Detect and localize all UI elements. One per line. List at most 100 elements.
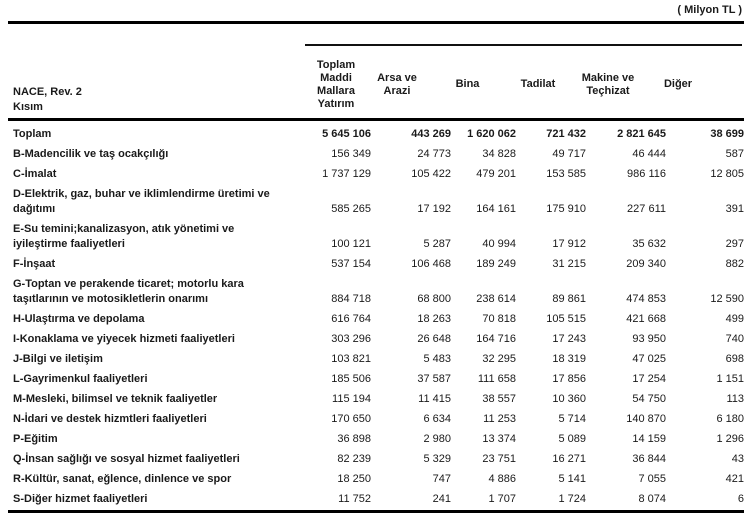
- cell-value: 111 658: [477, 372, 516, 385]
- cell-value: 32 295: [482, 352, 516, 365]
- cell-value: 49 717: [552, 147, 586, 160]
- table-row: P-Eğitim 36 898 2 980 13 374 5 089 14 15…: [8, 430, 744, 450]
- row-label: M-Mesleki, bilimsel ve teknik faaliyetle…: [13, 392, 218, 405]
- cell-value: 11 415: [418, 392, 451, 405]
- cell-value: 106 468: [411, 257, 451, 270]
- table-row: C-İmalat 1 737 129 105 422 479 201 153 5…: [8, 165, 744, 185]
- cell-value: 1 620 062: [467, 127, 516, 140]
- cell-value: 721 432: [546, 127, 586, 140]
- cell-value: 5 089: [558, 432, 586, 445]
- cell-value: 140 870: [626, 412, 666, 425]
- cell-value: 8 074: [638, 492, 666, 505]
- table-row: L-Gayrimenkul faaliyetleri 185 506 37 58…: [8, 370, 744, 390]
- table-row: G-Toptan ve perakende ticaret; motorlu k…: [8, 275, 744, 310]
- cell-value: 6: [737, 492, 744, 505]
- cell-value: 115 194: [332, 392, 371, 405]
- cell-value: 499: [725, 312, 744, 325]
- cell-value: 164 161: [476, 202, 516, 215]
- cell-value: 156 349: [331, 147, 371, 160]
- cell-value: 70 818: [482, 312, 516, 325]
- cell-value: 13 374: [482, 432, 516, 445]
- cell-value: 537 154: [331, 257, 371, 270]
- cell-value: 35 632: [632, 237, 666, 250]
- table-row: E-Su temini;kanalizasyon, atık yönetimi …: [8, 220, 744, 255]
- cell-value: 189 249: [476, 257, 516, 270]
- cell-value: 17 254: [632, 372, 666, 385]
- row-label: B-Madencilik ve taş ocakçılığı: [13, 147, 169, 160]
- column-header-arsa-ve-arazi: Arsa ve Arazi: [371, 22, 451, 121]
- cell-value: 46 444: [632, 147, 666, 160]
- cell-value: 587: [725, 147, 744, 160]
- cell-value: 164 716: [476, 332, 516, 345]
- cell-value: 2 980: [423, 432, 451, 445]
- row-label: Toplam: [13, 127, 52, 140]
- cell-value: 5 287: [423, 237, 451, 250]
- cell-value: 18 319: [552, 352, 586, 365]
- row-label: I-Konaklama ve yiyecek hizmeti faaliyetl…: [13, 332, 235, 345]
- cell-value: 4 886: [488, 472, 516, 485]
- row-label: D-Elektrik, gaz, buhar ve iklimlendirme …: [13, 187, 270, 215]
- row-label: P-Eğitim: [13, 432, 58, 445]
- cell-value: 297: [725, 237, 744, 250]
- cell-value: 698: [725, 352, 744, 365]
- cell-value: 185 506: [331, 372, 371, 385]
- cell-value: 47 025: [632, 352, 666, 365]
- cell-value: 113: [726, 392, 744, 405]
- cell-value: 5 329: [423, 452, 451, 465]
- cell-value: 43: [731, 452, 744, 465]
- table-row: N-İdari ve destek hizmtleri faaliyetleri…: [8, 410, 744, 430]
- cell-value: 36 898: [337, 432, 371, 445]
- cell-value: 747: [432, 472, 451, 485]
- cell-value: 303 296: [331, 332, 371, 345]
- cell-value: 175 910: [546, 202, 586, 215]
- cell-value: 37 587: [417, 372, 451, 385]
- unit-label: ( Milyon TL ): [677, 4, 742, 16]
- cell-value: 34 828: [482, 147, 516, 160]
- cell-value: 82 239: [337, 452, 371, 465]
- row-header-label: NACE, Rev. 2 Kısım: [8, 22, 305, 121]
- cell-value: 11 253: [483, 412, 516, 425]
- cell-value: 740: [725, 332, 744, 345]
- cell-value: 17 243: [552, 332, 586, 345]
- table-row: D-Elektrik, gaz, buhar ve iklimlendirme …: [8, 185, 744, 220]
- cell-value: 100 121: [331, 237, 371, 250]
- cell-value: 54 750: [632, 392, 666, 405]
- cell-value: 7 055: [638, 472, 666, 485]
- cell-value: 1 296: [716, 432, 744, 445]
- row-label: J-Bilgi ve iletişim: [13, 352, 103, 365]
- cell-value: 68 800: [417, 292, 451, 305]
- cell-value: 18 263: [417, 312, 451, 325]
- row-label: H-Ulaştırma ve depolama: [13, 312, 145, 325]
- cell-value: 105 422: [411, 167, 451, 180]
- column-header-bina: Bina: [451, 22, 516, 121]
- cell-value: 24 773: [417, 147, 451, 160]
- cell-value: 12 590: [710, 292, 744, 305]
- cell-value: 421 668: [626, 312, 666, 325]
- cell-value: 16 271: [552, 452, 586, 465]
- row-label: L-Gayrimenkul faaliyetleri: [13, 372, 148, 385]
- table-row: Q-İnsan sağlığı ve sosyal hizmet faaliye…: [8, 450, 744, 470]
- table-row-total: Toplam 5 645 106 443 269 1 620 062 721 4…: [8, 119, 744, 145]
- cell-value: 474 853: [626, 292, 666, 305]
- table-body: Toplam 5 645 106 443 269 1 620 062 721 4…: [8, 119, 744, 511]
- table-row: R-Kültür, sanat, eğlence, dinlence ve sp…: [8, 470, 744, 490]
- table-row: H-Ulaştırma ve depolama 616 764 18 263 7…: [8, 310, 744, 330]
- cell-value: 105 515: [546, 312, 586, 325]
- cell-value: 479 201: [476, 167, 516, 180]
- cell-value: 238 614: [476, 292, 516, 305]
- cell-value: 12 805: [710, 167, 744, 180]
- cell-value: 40 994: [482, 237, 516, 250]
- table-row: J-Bilgi ve iletişim 103 821 5 483 32 295…: [8, 350, 744, 370]
- cell-value: 884 718: [331, 292, 371, 305]
- row-label: R-Kültür, sanat, eğlence, dinlence ve sp…: [13, 472, 232, 485]
- cell-value: 6 634: [423, 412, 451, 425]
- cell-value: 1 151: [716, 372, 744, 385]
- cell-value: 391: [725, 202, 744, 215]
- cell-value: 14 159: [632, 432, 666, 445]
- cell-value: 1 707: [488, 492, 516, 505]
- cell-value: 38 557: [482, 392, 516, 405]
- cell-value: 26 648: [417, 332, 451, 345]
- cell-value: 882: [725, 257, 744, 270]
- row-label: G-Toptan ve perakende ticaret; motorlu k…: [13, 277, 244, 305]
- row-label: E-Su temini;kanalizasyon, atık yönetimi …: [13, 222, 235, 250]
